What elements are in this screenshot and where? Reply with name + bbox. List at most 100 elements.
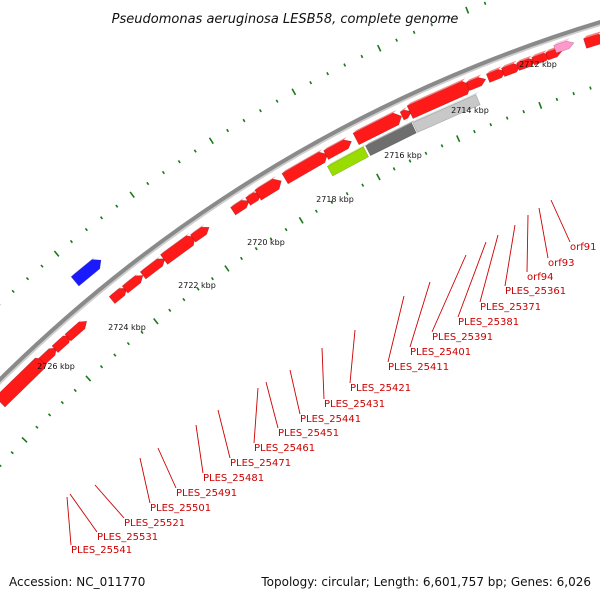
scale-tick-inner — [153, 318, 159, 325]
scale-tick-outer — [193, 149, 197, 153]
scale-tick-inner — [73, 388, 77, 393]
gene-label: PLES_25541 — [71, 545, 132, 556]
scale-tick-outer — [115, 204, 119, 208]
scale-tick-inner — [47, 413, 52, 417]
scale-tick-inner — [376, 173, 381, 181]
scale-tick-inner — [330, 200, 334, 205]
gene-label: PLES_25531 — [97, 532, 158, 543]
gene-gray-body — [365, 122, 417, 157]
gene-forward — [189, 224, 210, 243]
scale-tick-inner — [572, 91, 575, 96]
gene-forward-body — [583, 33, 600, 49]
gene-label: PLES_25381 — [458, 317, 519, 328]
gene-pink — [553, 38, 575, 54]
gene-forward-body — [108, 287, 128, 304]
scale-tick-inner — [85, 375, 92, 382]
gene-forward-body — [323, 139, 352, 160]
scale-tick-inner — [345, 191, 349, 196]
gene-label: PLES_25441 — [300, 414, 361, 425]
scale-tick-inner — [408, 159, 412, 163]
scale-tick-inner — [555, 97, 559, 102]
leader-line — [526, 214, 529, 273]
gene-forward-body — [500, 63, 522, 78]
scale-tick-outer — [99, 216, 104, 220]
gene-light-gray — [412, 91, 481, 133]
scale-tick-outer — [208, 137, 214, 145]
scale-tick-inner — [314, 209, 318, 213]
scale-tick-outer — [430, 23, 434, 27]
gene-blue-top — [71, 256, 96, 277]
scale-tick-inner — [298, 216, 304, 224]
gene-label: PLES_25471 — [230, 458, 291, 469]
leader-line — [431, 254, 467, 333]
gene-forward-top — [407, 78, 466, 106]
gene-forward-top — [160, 232, 190, 255]
genome-title: Pseudomonas aeruginosa LESB58, complete … — [112, 12, 459, 27]
gene-forward — [108, 285, 128, 304]
leader-line — [66, 496, 72, 546]
gene-forward-top — [501, 60, 517, 69]
gene-forward-top — [0, 355, 39, 393]
gene-forward-body — [159, 235, 196, 265]
gene-label: orf94 — [527, 272, 553, 283]
gene-forward — [500, 60, 522, 78]
scale-label: 2712 kbp — [519, 60, 557, 69]
scale-tick-inner — [424, 151, 428, 156]
gene-label: PLES_25461 — [254, 443, 315, 454]
gene-forward — [531, 50, 552, 66]
scale-tick-inner — [35, 425, 39, 429]
scale-tick-outer — [483, 1, 487, 5]
gene-label: PLES_25481 — [203, 473, 264, 484]
backbone-line — [0, 20, 600, 383]
scale-tick-inner — [456, 135, 461, 143]
scale-tick-inner — [269, 237, 273, 241]
gene-label: PLES_25451 — [278, 428, 339, 439]
genome-summary-text: Topology: circular; Length: 6,601,757 bp… — [260, 575, 591, 589]
gene-blue-body — [70, 259, 102, 287]
gene-forward-top — [122, 272, 139, 287]
leader-line — [253, 387, 259, 444]
leader-line — [157, 447, 177, 489]
gene-forward-body — [64, 320, 88, 342]
scale-tick-inner — [182, 297, 186, 302]
scale-tick-inner — [60, 400, 64, 405]
scale-tick-outer — [146, 181, 150, 186]
scale-tick-inner — [284, 227, 288, 232]
gene-pink-body — [553, 40, 575, 54]
scale-tick-inner — [440, 144, 444, 148]
gene-forward-top — [65, 318, 83, 335]
gene-blue — [70, 256, 102, 287]
scale-tick-outer — [376, 44, 382, 52]
gene-label: PLES_25421 — [350, 383, 411, 394]
gene-label: PLES_25401 — [410, 347, 471, 358]
gene-forward-top — [245, 189, 257, 198]
scale-tick-inner — [505, 116, 509, 120]
gene-forward — [245, 189, 262, 206]
gene-label: PLES_25391 — [432, 332, 493, 343]
scale-tick-outer — [309, 80, 313, 85]
scale-tick-inner — [240, 256, 244, 261]
gene-forward-body — [399, 109, 413, 121]
gene-forward-top — [230, 197, 245, 208]
leader-line — [289, 369, 301, 415]
gene-forward-top — [583, 31, 600, 39]
gene-forward-body — [139, 258, 166, 280]
gene-forward-body — [38, 347, 58, 365]
gene-label: PLES_25521 — [124, 518, 185, 529]
gene-label: PLES_25361 — [505, 286, 566, 297]
gene-label: orf91 — [570, 242, 596, 253]
gene-forward — [281, 149, 328, 185]
scale-tick-outer — [69, 239, 74, 244]
scale-tick-inner — [126, 341, 130, 346]
gene-forward-top — [140, 255, 161, 272]
gene-label: PLES_25431 — [324, 399, 385, 410]
scale-tick-inner — [113, 353, 117, 357]
gene-forward-top — [109, 285, 123, 297]
scale-tick-outer — [242, 118, 246, 123]
gene-forward — [230, 197, 250, 216]
gene-forward-top — [254, 175, 276, 191]
scale-tick-outer — [40, 264, 44, 268]
gene-forward-body — [485, 69, 507, 83]
